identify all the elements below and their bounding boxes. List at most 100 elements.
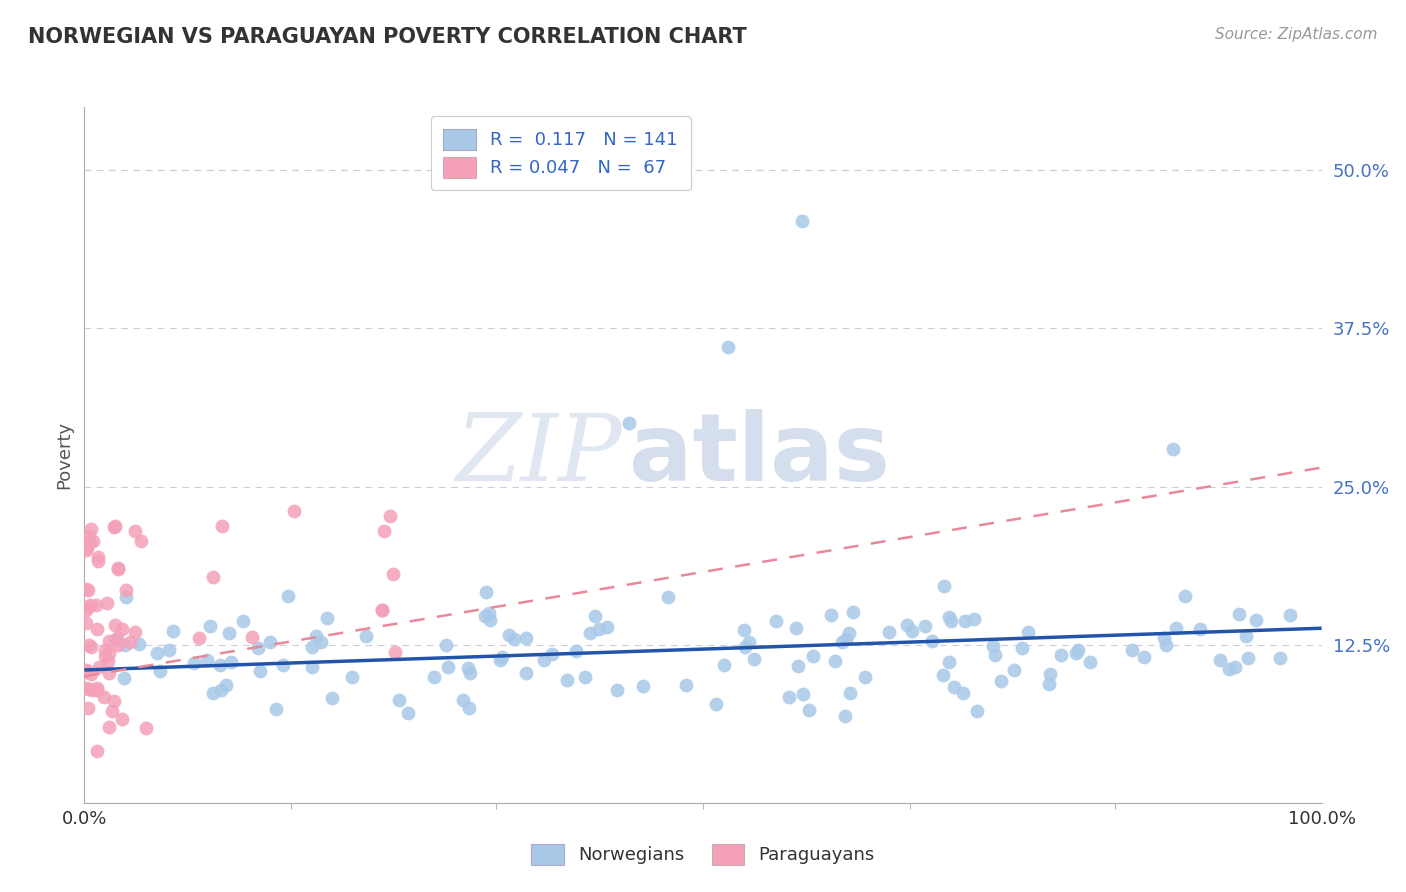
Point <box>105 631 128 645</box>
Point <box>79 598 101 612</box>
Point <box>97 654 120 668</box>
Point <box>211 519 233 533</box>
Point <box>107 638 129 652</box>
Point <box>1153 632 1175 646</box>
Point <box>271 658 294 673</box>
Point <box>1049 648 1071 662</box>
Point <box>76 701 98 715</box>
Point <box>963 612 986 626</box>
Point <box>984 648 1007 662</box>
Point <box>932 579 955 593</box>
Point <box>183 657 205 671</box>
Text: Source: ZipAtlas.com: Source: ZipAtlas.com <box>1215 27 1378 42</box>
Point <box>1156 638 1178 652</box>
Point <box>458 700 481 714</box>
Text: ZIP: ZIP <box>456 410 623 500</box>
Point <box>76 665 98 679</box>
Point <box>209 657 232 672</box>
Point <box>382 567 405 582</box>
Point <box>596 620 619 634</box>
Point <box>321 691 343 706</box>
Point <box>124 625 146 640</box>
Point <box>135 721 157 735</box>
Point <box>1080 655 1102 669</box>
Point <box>717 340 740 354</box>
Point <box>77 600 100 615</box>
Point <box>82 533 104 548</box>
Point <box>157 643 180 657</box>
Point <box>305 628 328 642</box>
Point <box>952 686 974 700</box>
Point <box>79 522 101 536</box>
Point <box>451 692 474 706</box>
Point <box>1270 651 1292 665</box>
Point <box>118 635 141 649</box>
Point <box>943 680 966 694</box>
Point <box>309 635 332 649</box>
Point <box>1223 660 1246 674</box>
Legend: Norwegians, Paraguayans: Norwegians, Paraguayans <box>519 831 887 877</box>
Point <box>489 653 512 667</box>
Point <box>98 720 121 734</box>
Point <box>474 609 496 624</box>
Point <box>900 624 922 638</box>
Point <box>831 635 853 649</box>
Point <box>114 638 136 652</box>
Point <box>824 654 846 668</box>
Point <box>896 618 918 632</box>
Point <box>96 596 118 610</box>
Point <box>939 615 962 629</box>
Point <box>115 590 138 604</box>
Point <box>202 686 225 700</box>
Point <box>1017 625 1039 640</box>
Point <box>790 214 813 228</box>
Point <box>129 534 152 549</box>
Point <box>503 632 526 647</box>
Point <box>98 646 121 660</box>
Point <box>82 682 104 697</box>
Point <box>76 615 98 630</box>
Point <box>283 503 305 517</box>
Point <box>423 670 446 684</box>
Point <box>249 665 271 679</box>
Point <box>354 629 377 643</box>
Point <box>555 673 578 688</box>
Point <box>1227 607 1250 621</box>
Point <box>675 678 697 692</box>
Point <box>540 647 562 661</box>
Point <box>515 631 537 645</box>
Point <box>187 631 209 645</box>
Point <box>97 634 120 648</box>
Text: NORWEGIAN VS PARAGUAYAN POVERTY CORRELATION CHART: NORWEGIAN VS PARAGUAYAN POVERTY CORRELAT… <box>28 27 747 46</box>
Point <box>219 656 242 670</box>
Point <box>1039 667 1062 681</box>
Point <box>75 603 97 617</box>
Point <box>1188 623 1211 637</box>
Point <box>1237 651 1260 665</box>
Point <box>565 643 588 657</box>
Point <box>1133 650 1156 665</box>
Point <box>457 661 479 675</box>
Point <box>1244 613 1267 627</box>
Y-axis label: Poverty: Poverty <box>55 421 73 489</box>
Point <box>198 619 221 633</box>
Point <box>778 690 800 704</box>
Point <box>1067 643 1090 657</box>
Point <box>938 656 960 670</box>
Point <box>201 569 224 583</box>
Point <box>787 659 810 673</box>
Point <box>93 690 115 705</box>
Point <box>765 614 787 628</box>
Point <box>76 541 98 556</box>
Point <box>384 645 406 659</box>
Point <box>921 634 943 648</box>
Point <box>112 671 135 685</box>
Point <box>107 561 129 575</box>
Point <box>301 640 323 654</box>
Point <box>1011 640 1033 655</box>
Point <box>75 582 97 597</box>
Point <box>75 542 97 557</box>
Point <box>107 562 129 576</box>
Point <box>742 652 765 666</box>
Point <box>955 614 977 628</box>
